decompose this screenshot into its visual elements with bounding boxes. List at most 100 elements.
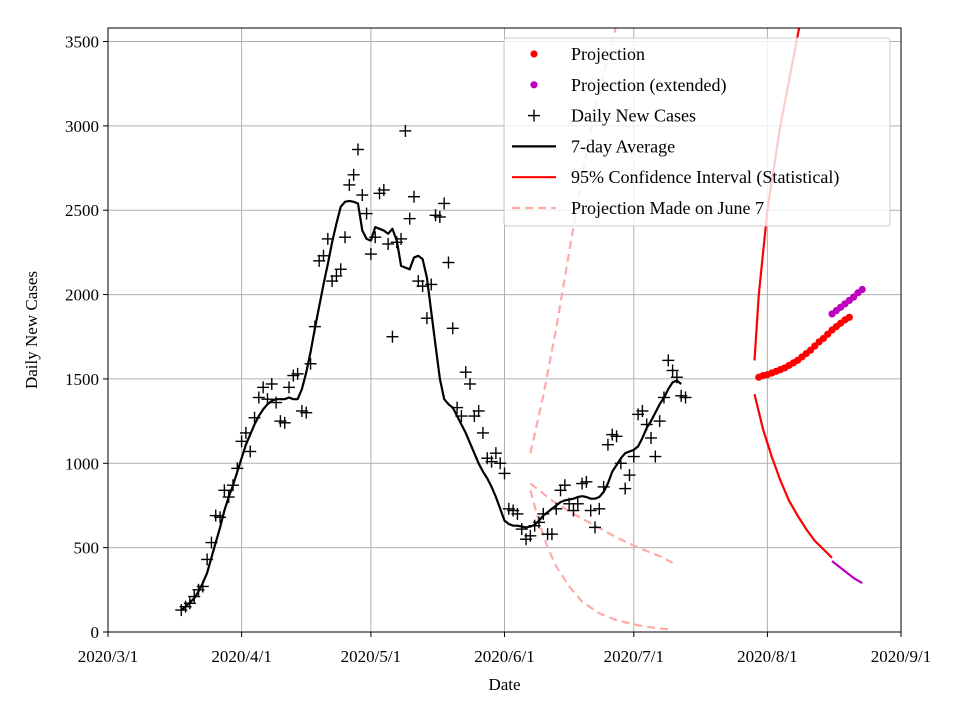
y-tick-label: 1500 [65, 370, 99, 389]
data-point-daily-new-cases [261, 393, 274, 406]
data-point-daily-new-cases [589, 521, 602, 534]
data-point-daily-new-cases [545, 528, 558, 541]
series-95-confidence-interval-statistical-lower [753, 393, 833, 559]
data-point-daily-new-cases [356, 189, 369, 202]
x-axis-label: Date [488, 675, 520, 694]
data-point-daily-new-cases [670, 371, 683, 384]
data-point-daily-new-cases [364, 248, 377, 261]
data-point-daily-new-cases [593, 502, 606, 515]
data-point-daily-new-cases [619, 482, 632, 495]
y-tick-label: 3000 [65, 117, 99, 136]
legend-label: 95% Confidence Interval (Statistical) [571, 167, 839, 188]
data-point-daily-new-cases [265, 377, 278, 390]
data-point-daily-new-cases [442, 256, 455, 269]
data-point-daily-new-cases [196, 580, 209, 593]
series-95-confidence-interval-statistical-lower-extended [831, 560, 863, 585]
axes: 2020/3/1 2020/4/1 2020/5/1 2020/6/1 2020/7/1… [65, 32, 931, 666]
data-point-daily-new-cases [235, 435, 248, 448]
data-point-daily-new-cases [343, 178, 356, 191]
data-point-daily-new-cases [407, 190, 420, 203]
legend-label: Daily New Cases [571, 106, 696, 126]
data-point-projection [845, 313, 853, 321]
data-point-projection-extended [858, 285, 866, 294]
y-tick-label: 1000 [65, 454, 99, 473]
legend-marker-dot [530, 81, 538, 89]
data-point-daily-new-cases [395, 232, 408, 245]
data-point-daily-new-cases [567, 504, 580, 517]
data-point-daily-new-cases [321, 232, 334, 245]
data-point-daily-new-cases [623, 469, 636, 482]
data-point-daily-new-cases [485, 455, 498, 468]
data-point-daily-new-cases [515, 523, 528, 536]
data-point-daily-new-cases [459, 366, 472, 379]
data-point-daily-new-cases [464, 377, 477, 390]
series-projection-made-on-june-7-middle [529, 482, 674, 564]
data-point-daily-new-cases [558, 479, 571, 492]
data-point-daily-new-cases [347, 168, 360, 181]
data-point-daily-new-cases [278, 416, 291, 429]
x-tick-label: 2020/7/1 [604, 647, 664, 666]
x-tick-label: 2020/4/1 [211, 647, 271, 666]
x-tick-label: 2020/8/1 [737, 647, 797, 666]
data-point-daily-new-cases [291, 367, 304, 380]
data-point-daily-new-cases [584, 504, 597, 517]
legend-marker-dot [530, 50, 538, 58]
data-point-daily-new-cases [494, 457, 507, 470]
data-point-daily-new-cases [214, 511, 227, 524]
y-tick-label: 0 [91, 623, 100, 642]
data-point-daily-new-cases [369, 231, 382, 244]
data-point-daily-new-cases [438, 197, 451, 210]
legend-label: Projection (extended) [571, 75, 726, 96]
y-tick-label: 2000 [65, 286, 99, 305]
data-point-daily-new-cases [201, 553, 214, 566]
x-tick-label: 2020/5/1 [341, 647, 401, 666]
data-point-daily-new-cases [248, 411, 261, 424]
legend: Projection Projection (extended) Daily New… [503, 37, 891, 227]
data-point-daily-new-cases [205, 536, 218, 549]
data-point-daily-new-cases [653, 415, 666, 428]
data-point-daily-new-cases [679, 391, 692, 404]
y-tick-label: 500 [74, 539, 100, 558]
data-point-daily-new-cases [382, 237, 395, 250]
series-projection-made-on-june-7-lower [529, 490, 673, 631]
legend-marker-plus [528, 109, 540, 122]
data-point-daily-new-cases [524, 529, 537, 542]
data-point-daily-new-cases [218, 484, 231, 497]
data-point-daily-new-cases [339, 231, 352, 244]
data-point-daily-new-cases [601, 438, 614, 451]
data-point-daily-new-cases [257, 381, 270, 394]
legend-box [503, 37, 891, 227]
data-point-daily-new-cases [283, 381, 296, 394]
data-point-daily-new-cases [188, 590, 201, 603]
data-point-daily-new-cases [571, 497, 584, 510]
data-point-daily-new-cases [657, 391, 670, 404]
data-point-daily-new-cases [304, 357, 317, 370]
y-tick-label: 3500 [65, 32, 99, 51]
data-point-daily-new-cases [420, 312, 433, 325]
data-point-daily-new-cases [351, 143, 364, 156]
legend-label: Projection Made on June 7 [571, 198, 764, 218]
data-point-daily-new-cases [476, 426, 489, 439]
x-tick-label: 2020/3/1 [78, 647, 138, 666]
data-point-daily-new-cases [386, 330, 399, 343]
data-point-daily-new-cases [222, 491, 235, 504]
data-point-daily-new-cases [550, 502, 563, 515]
x-tick-label: 2020/9/1 [871, 647, 931, 666]
data-point-daily-new-cases [614, 457, 627, 470]
data-point-daily-new-cases [597, 480, 610, 493]
data-point-daily-new-cases [645, 431, 658, 444]
data-point-daily-new-cases [455, 410, 468, 423]
data-point-daily-new-cases [377, 183, 390, 196]
data-point-daily-new-cases [270, 396, 283, 409]
data-point-daily-new-cases [433, 210, 446, 223]
data-point-daily-new-cases [183, 597, 196, 610]
data-point-daily-new-cases [640, 418, 653, 431]
data-point-daily-new-cases [537, 507, 550, 520]
data-point-daily-new-cases [244, 445, 257, 458]
data-point-daily-new-cases [330, 270, 343, 283]
data-point-daily-new-cases [498, 467, 511, 480]
data-point-daily-new-cases [610, 430, 623, 443]
data-point-daily-new-cases [636, 404, 649, 417]
data-point-daily-new-cases [403, 212, 416, 225]
